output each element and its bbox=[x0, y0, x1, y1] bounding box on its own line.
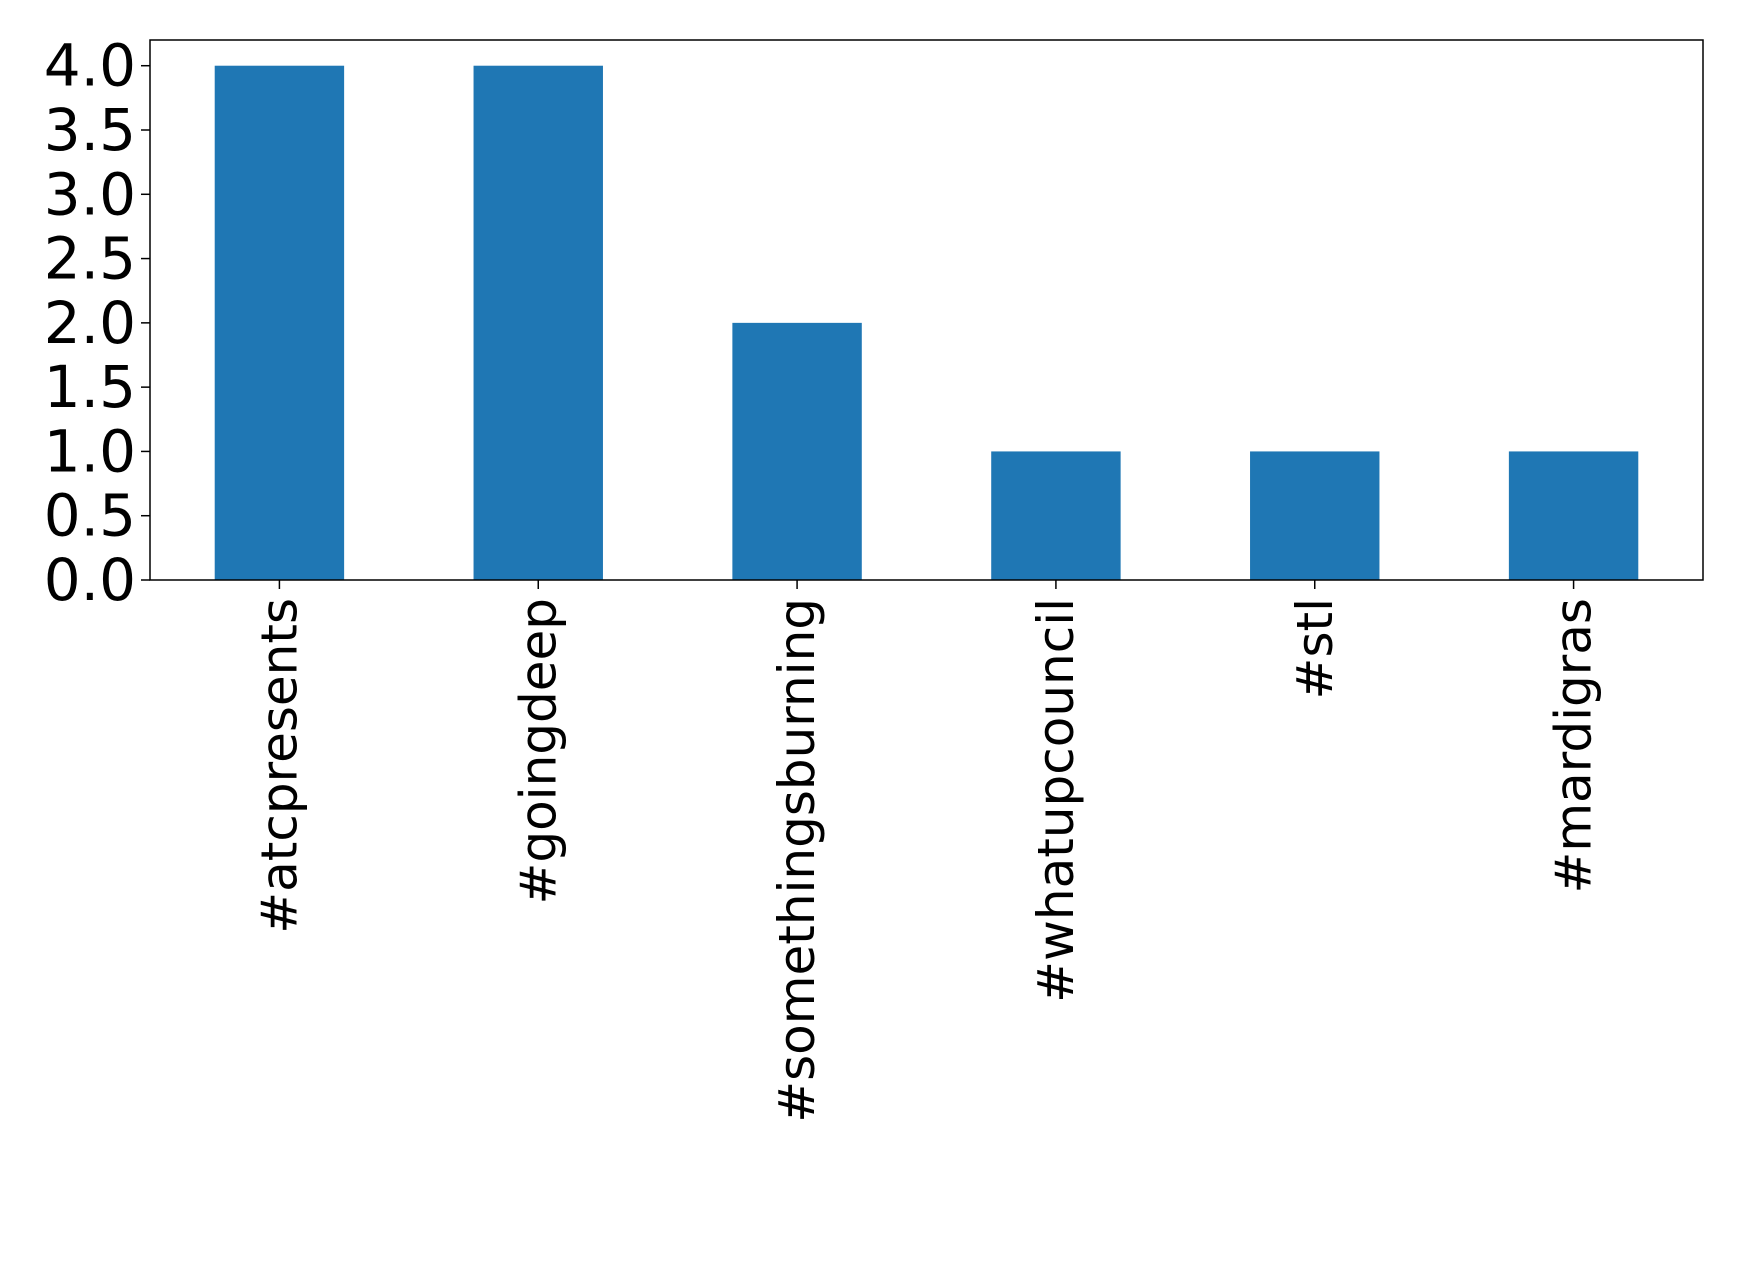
y-tick-label: 2.5 bbox=[44, 225, 136, 293]
x-axis: #atcpresents #goingdeep #somethingsburning… bbox=[250, 580, 1603, 1123]
bar-stl bbox=[1250, 451, 1380, 580]
bars-group bbox=[214, 65, 1639, 580]
y-tick-label: 3.0 bbox=[44, 160, 136, 228]
x-tick-label: #mardigras bbox=[1545, 598, 1603, 894]
x-tick-label: #goingdeep bbox=[509, 598, 567, 905]
bar-somethingsburning bbox=[732, 322, 862, 580]
x-tick-label: #atcpresents bbox=[250, 598, 308, 934]
bar-goingdeep bbox=[473, 65, 603, 580]
y-axis: 0.00.51.01.52.02.53.03.54.0 bbox=[44, 32, 150, 614]
y-tick-label: 2.0 bbox=[44, 289, 136, 357]
x-tick-label: #stl bbox=[1286, 598, 1344, 699]
y-tick-label: 0.0 bbox=[44, 546, 136, 614]
y-tick-label: 0.5 bbox=[44, 482, 136, 550]
plot-frame bbox=[149, 39, 1704, 581]
bar-atcpresents bbox=[214, 65, 345, 580]
y-tick-label: 1.5 bbox=[44, 353, 136, 421]
y-tick-label: 4.0 bbox=[44, 32, 136, 100]
x-tick-label: #whatupcouncil bbox=[1027, 598, 1085, 1003]
y-tick-label: 1.0 bbox=[44, 417, 136, 485]
bar-whatupcouncil bbox=[991, 451, 1121, 580]
x-tick-label: #somethingsburning bbox=[768, 598, 826, 1123]
y-tick-label: 3.5 bbox=[44, 96, 136, 164]
bar-mardigras bbox=[1508, 451, 1639, 580]
